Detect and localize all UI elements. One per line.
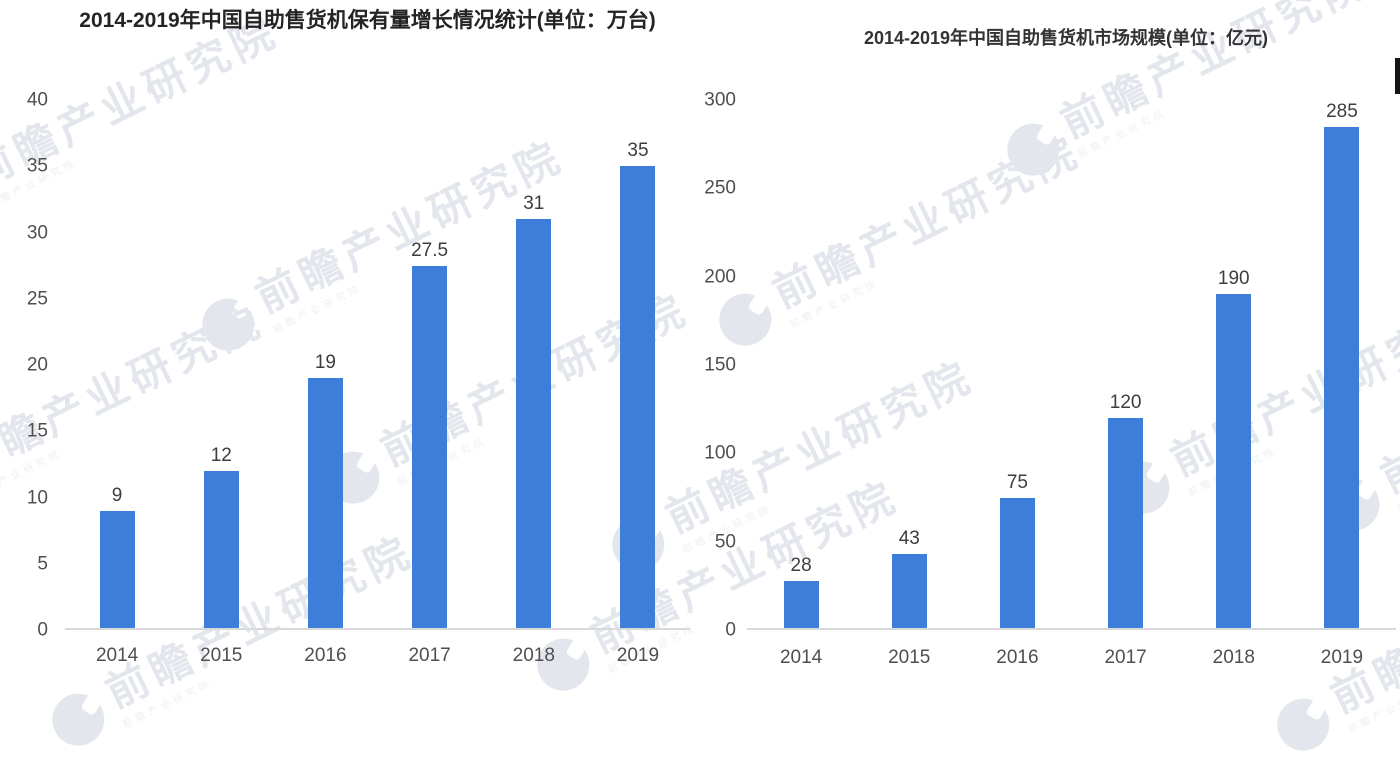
y-tick-label: 250 xyxy=(704,177,736,199)
bar-value-label: 27.5 xyxy=(411,239,449,261)
y-tick-label: 25 xyxy=(26,288,48,310)
bar-value-label: 12 xyxy=(210,445,232,466)
bars-container: 28 43 75 120 190 285 xyxy=(747,100,1396,630)
bar-value-label: 285 xyxy=(1326,100,1358,122)
y-tick-label: 0 xyxy=(725,619,736,641)
y-tick-label: 0 xyxy=(37,619,48,641)
bar-group: 35 xyxy=(586,100,690,630)
bar[interactable] xyxy=(203,471,239,630)
qianzhan-logo-icon xyxy=(1268,689,1339,760)
bar-group: 31 xyxy=(482,100,586,630)
x-axis-line xyxy=(747,628,1396,630)
y-tick-label: 20 xyxy=(26,354,48,376)
bar-group: 12 xyxy=(169,100,273,630)
screenshot-root: { "page": { "background": "#ffffff", "ac… xyxy=(0,0,1400,700)
x-axis-label: 2018 xyxy=(1212,647,1255,668)
y-tick-label: 15 xyxy=(26,420,48,442)
y-tick-label: 35 xyxy=(26,155,48,177)
y-tick-label: 10 xyxy=(26,487,48,508)
bar-group: 75 xyxy=(963,100,1071,630)
x-axis-label: 2019 xyxy=(616,645,660,666)
x-axis-label: 2019 xyxy=(1320,647,1364,668)
bar-value-label: 190 xyxy=(1217,268,1250,290)
x-axis-labels: 2014 2015 2016 2017 2018 2019 xyxy=(65,645,690,667)
x-axis-label: 2014 xyxy=(779,647,823,668)
y-tick-label: 100 xyxy=(704,442,736,464)
bar[interactable] xyxy=(1216,294,1252,630)
y-tick-label: 40 xyxy=(26,89,48,111)
bar[interactable] xyxy=(999,497,1035,630)
y-axis: 0 5 10 15 20 25 30 35 40 xyxy=(0,91,48,640)
x-axis-label: 2015 xyxy=(200,645,243,666)
bar-value-label: 75 xyxy=(1006,471,1028,493)
x-axis-labels: 2014 2015 2016 2017 2018 2019 xyxy=(747,647,1396,669)
screen-edge-artifact xyxy=(1395,58,1400,94)
x-axis-label: 2018 xyxy=(512,645,555,666)
bar[interactable] xyxy=(99,510,135,630)
bar-value-label: 28 xyxy=(790,554,812,576)
chart-title: 2014-2019年中国自助售货机保有量增长情况统计(单位：万台) xyxy=(79,9,656,32)
x-axis-line xyxy=(65,628,690,630)
bar-group: 120 xyxy=(1072,100,1180,630)
bar-group: 43 xyxy=(855,100,963,630)
plot-area: 28 43 75 120 190 285 xyxy=(747,100,1396,630)
bar[interactable] xyxy=(1108,418,1144,630)
bar-group: 28 xyxy=(747,100,855,630)
bar[interactable] xyxy=(412,265,448,630)
y-tick-label: 200 xyxy=(704,266,736,288)
bar-group: 9 xyxy=(65,100,169,630)
bar[interactable] xyxy=(891,554,927,630)
chart-vending-machine-market-size: 2014-2019年中国自助售货机市场规模(单位：亿元) 0 50 100 150 20… xyxy=(700,0,1400,700)
bar-value-label: 9 xyxy=(111,484,123,506)
y-axis: 0 50 100 150 200 250 300 xyxy=(700,91,736,640)
y-tick-label: 50 xyxy=(714,531,736,553)
y-tick-label: 150 xyxy=(704,354,736,376)
y-tick-label: 300 xyxy=(704,89,736,111)
chart-vending-machine-holdings: 2014-2019年中国自助售货机保有量增长情况统计(单位：万台) 0 5 10 15… xyxy=(0,0,700,700)
bar[interactable] xyxy=(783,580,819,630)
chart-title: 2014-2019年中国自助售货机市场规模(单位：亿元) xyxy=(863,28,1269,48)
bar-group: 285 xyxy=(1288,100,1396,630)
bar[interactable] xyxy=(620,166,656,630)
x-axis-label: 2014 xyxy=(95,645,139,666)
y-tick-label: 5 xyxy=(37,553,48,575)
bar-value-label: 19 xyxy=(314,352,336,374)
bar-value-label: 43 xyxy=(898,528,920,550)
bar-group: 27.5 xyxy=(378,100,482,630)
bar-group: 19 xyxy=(273,100,377,630)
bar-value-label: 120 xyxy=(1109,392,1142,413)
x-axis-label: 2015 xyxy=(888,647,931,668)
bar[interactable] xyxy=(307,378,343,630)
bar-value-label: 35 xyxy=(627,140,649,162)
plot-area: 9 12 19 27.5 31 35 xyxy=(65,100,690,630)
bar[interactable] xyxy=(516,219,552,630)
x-axis-label: 2017 xyxy=(408,645,451,666)
y-tick-label: 30 xyxy=(26,222,48,243)
bar-value-label: 31 xyxy=(523,193,545,215)
bars-container: 9 12 19 27.5 31 35 xyxy=(65,100,690,630)
bar-group: 190 xyxy=(1180,100,1288,630)
x-axis-label: 2017 xyxy=(1104,647,1147,668)
x-axis-label: 2016 xyxy=(996,647,1039,668)
bar[interactable] xyxy=(1324,126,1360,630)
x-axis-label: 2016 xyxy=(304,645,347,666)
